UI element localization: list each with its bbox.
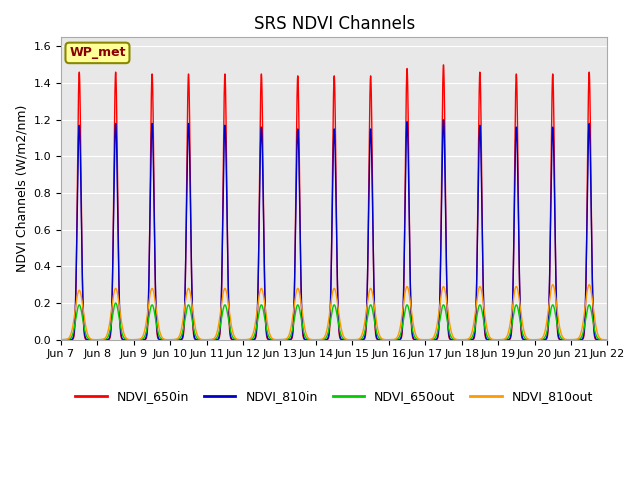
NDVI_810in	[346, 337, 354, 343]
NDVI_650out	[116, 324, 124, 330]
NDVI_810out	[57, 337, 65, 343]
Line: NDVI_650out: NDVI_650out	[61, 303, 607, 340]
NDVI_810in	[75, 140, 83, 145]
NDVI_650in	[177, 337, 185, 343]
NDVI_810out	[188, 303, 196, 309]
NDVI_810out	[604, 337, 611, 343]
NDVI_650out	[57, 337, 65, 343]
NDVI_810out	[531, 337, 538, 343]
NDVI_650out	[188, 318, 196, 324]
NDVI_650in	[531, 337, 538, 343]
NDVI_810in	[57, 337, 65, 343]
NDVI_650in	[57, 337, 65, 343]
NDVI_650out	[112, 300, 120, 306]
Y-axis label: NDVI Channels (W/m2/nm): NDVI Channels (W/m2/nm)	[15, 105, 28, 272]
Title: SRS NDVI Channels: SRS NDVI Channels	[253, 15, 415, 33]
Legend: NDVI_650in, NDVI_810in, NDVI_650out, NDVI_810out: NDVI_650in, NDVI_810in, NDVI_650out, NDV…	[70, 385, 598, 408]
NDVI_650in	[75, 96, 83, 101]
NDVI_810in	[604, 337, 611, 343]
NDVI_650in	[440, 62, 447, 68]
NDVI_810out	[116, 312, 124, 318]
NDVI_650in	[188, 304, 196, 310]
NDVI_810in	[188, 297, 196, 303]
NDVI_810out	[75, 288, 83, 294]
NDVI_650in	[604, 337, 611, 343]
NDVI_810in	[177, 336, 185, 342]
NDVI_650out	[177, 334, 185, 340]
Line: NDVI_810out: NDVI_810out	[61, 285, 607, 340]
NDVI_810out	[177, 328, 185, 334]
NDVI_650out	[604, 337, 611, 343]
Line: NDVI_810in: NDVI_810in	[61, 120, 607, 340]
NDVI_650out	[75, 303, 83, 309]
Line: NDVI_650in: NDVI_650in	[61, 65, 607, 340]
Text: WP_met: WP_met	[69, 47, 125, 60]
NDVI_650in	[116, 330, 124, 336]
NDVI_810in	[440, 117, 447, 123]
NDVI_810out	[586, 282, 593, 288]
NDVI_810out	[346, 337, 354, 343]
NDVI_650in	[346, 337, 354, 343]
NDVI_650in	[567, 337, 575, 343]
NDVI_810in	[531, 337, 538, 343]
NDVI_650out	[531, 337, 538, 343]
NDVI_810in	[116, 326, 124, 332]
NDVI_650out	[346, 337, 354, 343]
